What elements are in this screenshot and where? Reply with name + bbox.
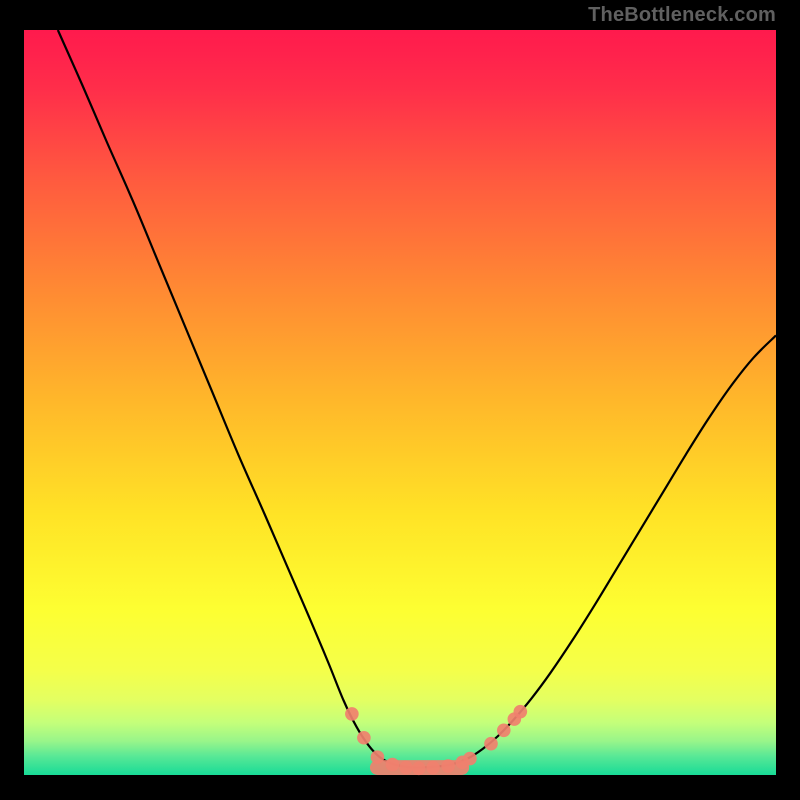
marker-dot (357, 731, 371, 745)
marker-dot (514, 705, 528, 719)
curve-layer (24, 30, 776, 775)
marker-dot (426, 761, 440, 775)
marker-dot (399, 761, 413, 775)
marker-dot (463, 752, 477, 766)
chart-frame: TheBottleneck.com (0, 0, 800, 800)
curve-right (419, 335, 776, 767)
marker-dot (345, 707, 359, 721)
marker-dot (386, 758, 400, 772)
marker-dot (412, 761, 426, 775)
marker-dot (484, 737, 498, 751)
curve-left (58, 30, 419, 768)
watermark-text: TheBottleneck.com (588, 4, 776, 27)
bottleneck-curve (58, 30, 776, 768)
marker-dot (497, 724, 511, 738)
marker-dot (441, 759, 455, 773)
marker-dot (371, 750, 385, 764)
plot-area (24, 30, 776, 775)
